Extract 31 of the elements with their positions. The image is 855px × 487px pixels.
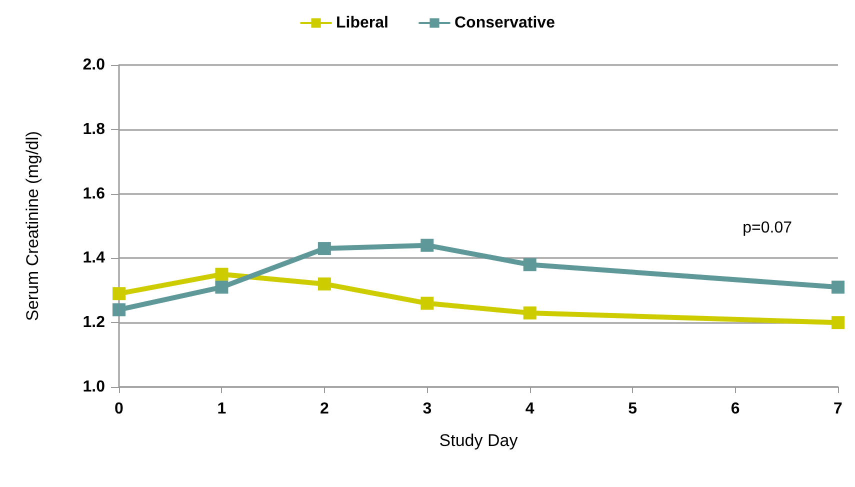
point: [523, 306, 536, 320]
x-tick-label: 5: [628, 400, 638, 418]
x-tick-label: 2: [320, 400, 329, 418]
y-tick-label: 1.6: [82, 185, 106, 202]
point: [420, 296, 434, 310]
x-tick-label: 7: [834, 400, 843, 418]
y-tick-label: 1.4: [82, 250, 106, 267]
point: [318, 277, 331, 290]
x-tick-label: 0: [114, 400, 124, 418]
point: [832, 280, 844, 294]
x-tick-label: 3: [422, 400, 432, 418]
point: [523, 258, 536, 272]
point: [215, 268, 228, 281]
x-axis-title: Study Day: [439, 431, 518, 450]
annotation: p=0.07: [742, 220, 792, 236]
y-tick-label: 1.8: [82, 120, 106, 138]
y-tick-label: 1.0: [82, 378, 106, 396]
point: [112, 303, 126, 316]
point: [215, 280, 228, 294]
x-tick-label: 1: [217, 400, 226, 418]
legend-label: Conservative: [454, 14, 556, 32]
x-tick-label: 4: [525, 400, 534, 418]
y-axis-title: Serum Creatinine (mg/dl): [23, 131, 42, 321]
point: [832, 316, 844, 330]
point: [112, 287, 126, 300]
legend-label: Liberal: [336, 14, 388, 32]
y-tick-label: 1.2: [82, 314, 106, 332]
x-tick-label: 6: [730, 400, 740, 418]
point: [318, 242, 331, 256]
y-tick-label: 2.0: [82, 56, 106, 74]
point: [420, 238, 434, 252]
